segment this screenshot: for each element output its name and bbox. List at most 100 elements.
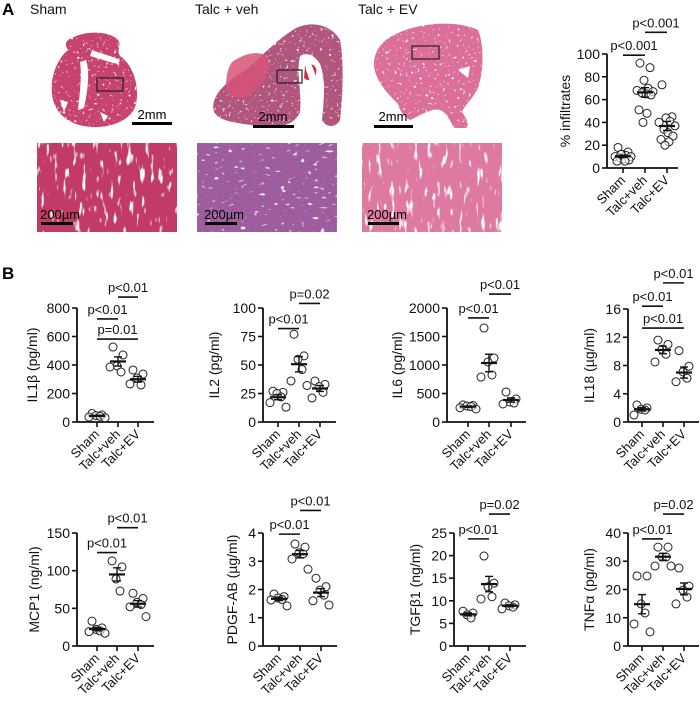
y-tick-label: 50 — [54, 600, 70, 616]
data-point — [118, 350, 128, 360]
p-value-label: p=0.02 — [653, 497, 693, 512]
y-tick-label: 25 — [240, 386, 256, 402]
y-tick-label: 150 — [47, 525, 71, 541]
y-tick-label: 75 — [240, 329, 256, 345]
p-value-label: p<0.01 — [108, 280, 148, 295]
series-talc-veh — [650, 335, 673, 367]
data-point — [629, 410, 639, 420]
y-tick-label: 0 — [248, 638, 256, 654]
y-tick-label: 1000 — [409, 357, 440, 373]
y-tick-label: 100 — [47, 563, 71, 579]
series-talc-veh — [287, 539, 313, 574]
micrograph-sham: 200µm — [37, 143, 177, 232]
series-talc-veh — [107, 556, 127, 596]
data-point — [638, 117, 648, 127]
panel-a-label: A — [2, 0, 14, 19]
data-point — [100, 628, 110, 638]
heart-section-sham: 2mm — [51, 32, 172, 128]
data-point — [663, 542, 673, 552]
y-tick-label: 8 — [613, 358, 621, 374]
y-tick-label: 100 — [233, 300, 257, 316]
y-tick-label: 800 — [47, 300, 71, 316]
y-tick-label: 400 — [47, 357, 71, 373]
data-point — [629, 619, 639, 629]
data-point — [635, 58, 645, 68]
data-point — [287, 554, 297, 564]
data-point — [128, 588, 138, 598]
data-point — [645, 627, 655, 637]
data-point — [674, 563, 684, 573]
y-tick-label: 2000 — [409, 300, 440, 316]
p-value-label: p<0.01 — [458, 522, 498, 537]
data-point — [307, 393, 317, 403]
data-point — [634, 105, 644, 115]
data-point — [479, 323, 489, 333]
data-point — [660, 140, 670, 150]
p-value-label: p<0.01 — [107, 511, 147, 526]
y-tick-label: 0 — [439, 638, 447, 654]
series-talc-veh — [105, 342, 128, 377]
scale-bar — [41, 222, 73, 225]
series-talc-ev — [498, 387, 521, 409]
p-value-label: p<0.01 — [458, 301, 498, 316]
series-sham — [265, 386, 291, 412]
series-sham — [629, 400, 652, 420]
y-axis-title: TGFβ1 (ng/ml) — [407, 544, 423, 635]
data-point — [289, 329, 299, 339]
group-title-sham: Sham — [30, 1, 67, 17]
y-axis-title: IL6 (pg/ml) — [389, 332, 405, 399]
y-tick-label: 4 — [248, 525, 256, 541]
series-sham — [266, 589, 292, 611]
y-tick-label: 20 — [605, 582, 621, 598]
y-tick-label: 4 — [613, 386, 621, 402]
data-point — [141, 612, 151, 622]
group-title-talc-ev: Talc + EV — [358, 1, 418, 17]
p-value-label: p=0.01 — [97, 322, 137, 337]
y-tick-label: 80 — [584, 69, 600, 85]
series-talc-veh — [650, 542, 676, 571]
data-point — [642, 108, 652, 118]
y-tick-label: 200 — [47, 386, 71, 402]
y-tick-label: 40 — [584, 114, 600, 130]
y-tick-label: 1500 — [409, 329, 440, 345]
data-point — [501, 387, 511, 397]
series-sham — [458, 606, 478, 623]
y-tick-label: 30 — [605, 553, 621, 569]
y-tick-label: 0 — [432, 414, 440, 430]
data-point — [653, 542, 663, 552]
group-title-talc-veh: Talc + veh — [195, 1, 258, 17]
p-value-label: p<0.01 — [87, 302, 127, 317]
p-value-label: p<0.01 — [268, 312, 308, 327]
data-point — [281, 402, 291, 412]
scale-bar — [132, 122, 172, 125]
data-point — [136, 380, 146, 390]
p-value-label: p<0.01 — [290, 493, 330, 508]
series-talc-ev — [125, 588, 151, 622]
series-talc-veh — [286, 329, 312, 391]
data-point — [107, 556, 117, 566]
series-talc-ev — [308, 573, 334, 610]
y-axis-title: IL18 (µg/ml) — [581, 328, 597, 403]
series-sham — [84, 616, 110, 638]
y-tick-label: 500 — [417, 386, 441, 402]
scale-bar-label: 200µm — [204, 207, 244, 222]
p-value-label: p<0.001 — [610, 38, 657, 53]
micrograph-talc-ev: 200µm — [362, 143, 502, 232]
p-value-label: p<0.01 — [269, 517, 309, 532]
y-axis-title: MCP1 (ng/ml) — [26, 546, 42, 632]
y-tick-label: 0 — [62, 638, 70, 654]
data-point — [650, 561, 660, 571]
data-point — [117, 562, 127, 572]
y-tick-label: 0 — [62, 414, 70, 430]
p-value-label: p=0.02 — [479, 497, 519, 512]
y-tick-label: 60 — [584, 92, 600, 108]
data-point — [498, 399, 508, 409]
y-tick-label: 0 — [613, 638, 621, 654]
